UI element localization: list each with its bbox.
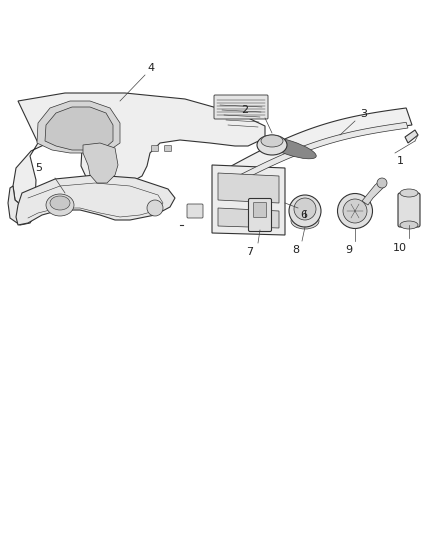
Text: 6: 6	[300, 210, 307, 220]
Text: 2: 2	[241, 105, 248, 115]
Text: 1: 1	[397, 156, 404, 166]
Polygon shape	[16, 175, 175, 225]
FancyBboxPatch shape	[248, 198, 272, 231]
Polygon shape	[362, 181, 385, 205]
Polygon shape	[212, 165, 285, 235]
Ellipse shape	[291, 213, 319, 229]
Ellipse shape	[377, 178, 387, 188]
Ellipse shape	[50, 196, 70, 210]
Polygon shape	[405, 130, 418, 143]
Text: 7: 7	[247, 247, 254, 257]
FancyBboxPatch shape	[398, 193, 420, 227]
FancyBboxPatch shape	[187, 204, 203, 218]
Polygon shape	[13, 93, 265, 206]
Ellipse shape	[257, 135, 287, 155]
Ellipse shape	[289, 195, 321, 227]
Ellipse shape	[343, 199, 367, 223]
Polygon shape	[231, 122, 408, 185]
Polygon shape	[8, 186, 35, 225]
Ellipse shape	[264, 137, 316, 159]
Ellipse shape	[400, 221, 418, 229]
Text: 5: 5	[35, 163, 42, 173]
FancyBboxPatch shape	[214, 95, 268, 119]
Polygon shape	[218, 208, 279, 228]
FancyBboxPatch shape	[254, 203, 266, 217]
Ellipse shape	[338, 193, 372, 229]
Text: 9: 9	[346, 245, 353, 255]
FancyBboxPatch shape	[152, 146, 159, 151]
Ellipse shape	[46, 194, 74, 216]
Ellipse shape	[294, 198, 316, 220]
Polygon shape	[45, 107, 113, 150]
Text: 3: 3	[360, 109, 367, 119]
Polygon shape	[222, 108, 412, 188]
Text: 4: 4	[147, 63, 154, 73]
Polygon shape	[37, 101, 120, 153]
Ellipse shape	[261, 135, 283, 147]
Text: 8: 8	[293, 245, 300, 255]
FancyBboxPatch shape	[165, 146, 172, 151]
Polygon shape	[218, 173, 279, 203]
Ellipse shape	[147, 200, 163, 216]
Polygon shape	[83, 143, 118, 183]
Text: 10: 10	[393, 243, 407, 253]
Ellipse shape	[400, 189, 418, 197]
